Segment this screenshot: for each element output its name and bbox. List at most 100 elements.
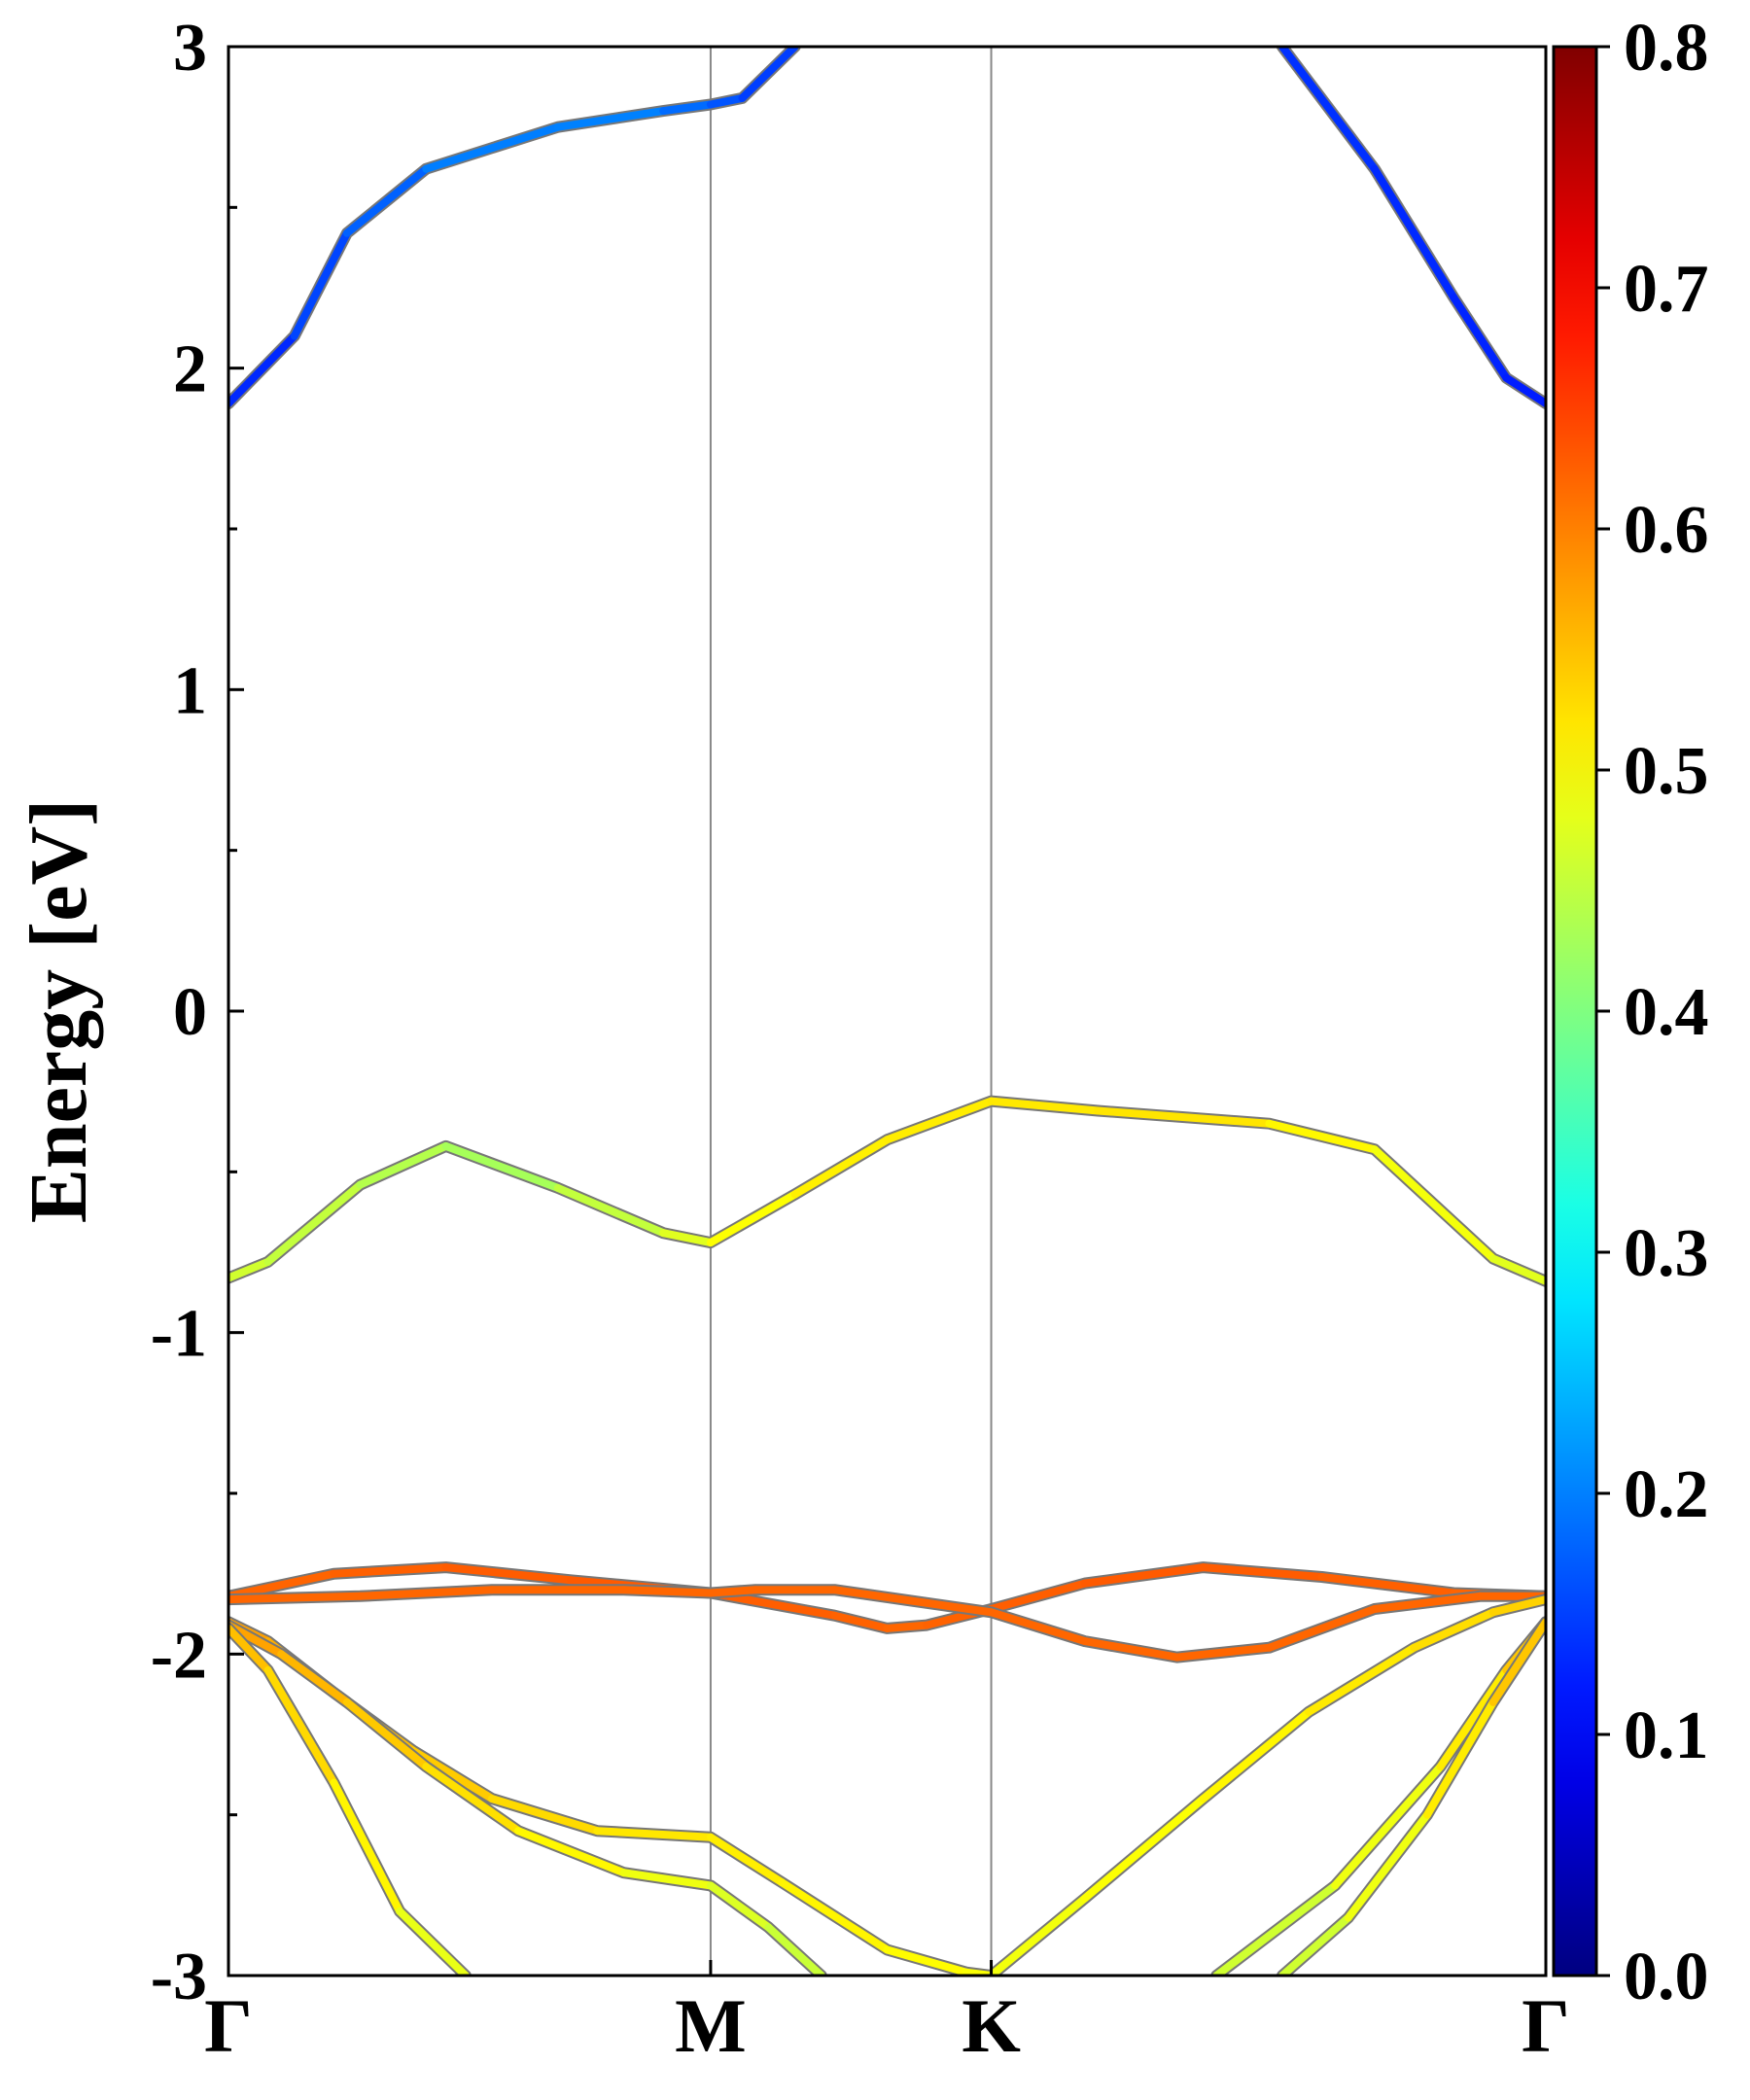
band-segment: [441, 1563, 576, 1585]
band-segment: [1172, 1643, 1274, 1662]
band-segment: [422, 122, 562, 173]
band-segment: [706, 1881, 773, 1932]
band-segment: [1212, 1881, 1340, 1976]
band-segment: [1080, 1795, 1208, 1903]
band-segment: [659, 1229, 715, 1247]
colorbar-tick-label: 0.3: [1624, 1216, 1709, 1291]
band-8: [228, 1622, 472, 1976]
band-segment: [228, 332, 298, 407]
band-segment: [356, 1141, 450, 1189]
band-segment: [883, 1621, 931, 1632]
band-segment: [1436, 1665, 1511, 1771]
band-9: [1210, 1616, 1546, 1976]
band-segment: [883, 1945, 970, 1976]
band-segment: [706, 1190, 799, 1247]
band-segment: [228, 1592, 365, 1604]
y-tick-label: 3: [173, 11, 207, 86]
colorbar-tick-label: 0.2: [1624, 1457, 1709, 1532]
band-7: [228, 1619, 827, 1976]
band-segment: [1450, 293, 1511, 382]
band-segment: [1331, 1763, 1445, 1890]
band-segment: [1410, 1608, 1497, 1652]
band-segment: [422, 1763, 523, 1836]
kpoint-label: K: [962, 1983, 1021, 2068]
kpoint-divider-lines: [709, 47, 993, 1976]
band-segment: [553, 1183, 668, 1238]
band-segment: [778, 1878, 892, 1954]
y-tick-label: -3: [151, 1940, 207, 2014]
band-segment: [1488, 1618, 1546, 1706]
band-3: [228, 1095, 1546, 1287]
band-segment: [1502, 373, 1546, 407]
colorbar-tick-label: 0.0: [1624, 1940, 1709, 2014]
y-axis-label: Energy [eV]: [14, 799, 104, 1223]
band-segment: [1370, 164, 1458, 301]
band-segment: [1370, 1145, 1497, 1263]
band-segment: [659, 100, 715, 116]
band-segment: [987, 1894, 1089, 1976]
kpoint-label: Γ: [1522, 1983, 1570, 2068]
band-lines: [228, 47, 1546, 1976]
band-segment: [619, 1869, 715, 1890]
band-segment: [1278, 47, 1379, 173]
colorbar-tick-label: 0.7: [1624, 252, 1709, 327]
band-segment: [514, 1827, 628, 1877]
y-tick-label: -1: [151, 1297, 207, 1372]
kpoint-label: M: [675, 1983, 747, 2068]
band-1: [228, 47, 801, 409]
colorbar-tick-label: 0.6: [1624, 493, 1709, 568]
y-tick-label: 2: [173, 332, 207, 407]
band-segment: [396, 1907, 470, 1976]
band-segment: [987, 1579, 1089, 1613]
colorbar-ticks: 0.0 0.1 0.2 0.3 0.4 0.5 0.6 0.7 0.8: [1596, 11, 1709, 2014]
y-tick-label: 1: [173, 653, 207, 728]
band-outline: [228, 1095, 1546, 1287]
band-segment: [277, 1650, 351, 1706]
band-2: [1277, 47, 1546, 409]
band-5: [228, 1584, 1546, 1663]
band-outline: [1210, 1616, 1546, 1976]
band-segment: [441, 1141, 562, 1192]
band-segment: [1094, 1106, 1274, 1128]
colorbar-tick-label: 0.8: [1624, 11, 1709, 86]
band-segment: [488, 1795, 602, 1836]
band-segment: [408, 1746, 496, 1803]
band-segment: [263, 1665, 338, 1787]
band-segment: [987, 1608, 1089, 1646]
band-segment: [706, 93, 747, 109]
band-segment: [1370, 1592, 1485, 1613]
band-segment: [1199, 1707, 1313, 1803]
band-segment: [593, 1827, 715, 1841]
band-segment: [738, 47, 799, 102]
colorbar-tick-label: 0.5: [1624, 734, 1709, 809]
colorbar: [1552, 45, 1598, 1978]
y-tick-label: -2: [151, 1618, 207, 1693]
colorbar-tick-label: 0.1: [1624, 1698, 1709, 1773]
band-segment: [1278, 1913, 1352, 1976]
band-segment: [330, 1778, 404, 1915]
band-segment: [1488, 1595, 1546, 1617]
band-segment: [1080, 1637, 1181, 1662]
band-segment: [830, 1611, 892, 1632]
band-segment: [1265, 1605, 1379, 1652]
band-segment: [706, 1586, 759, 1597]
band-segment: [290, 228, 351, 340]
band-segment: [263, 1180, 365, 1266]
band-segment: [553, 107, 668, 131]
kpoint-label: Γ: [204, 1983, 253, 2068]
band-segment: [1080, 1563, 1208, 1588]
band-segment: [1305, 1643, 1418, 1716]
band-segment: [1317, 1573, 1458, 1597]
band-segment: [619, 1586, 715, 1597]
band-segment: [228, 1624, 272, 1674]
colorbar-tick-label: 0.4: [1624, 975, 1709, 1050]
y-axis-ticks: -3 -2 -1 0 1 2 3: [151, 11, 244, 2014]
band-segment: [228, 1257, 272, 1282]
band-segment: [1423, 1698, 1497, 1819]
band-segment: [1199, 1563, 1326, 1581]
band-segment: [790, 1136, 892, 1199]
band-segment: [883, 1097, 996, 1144]
